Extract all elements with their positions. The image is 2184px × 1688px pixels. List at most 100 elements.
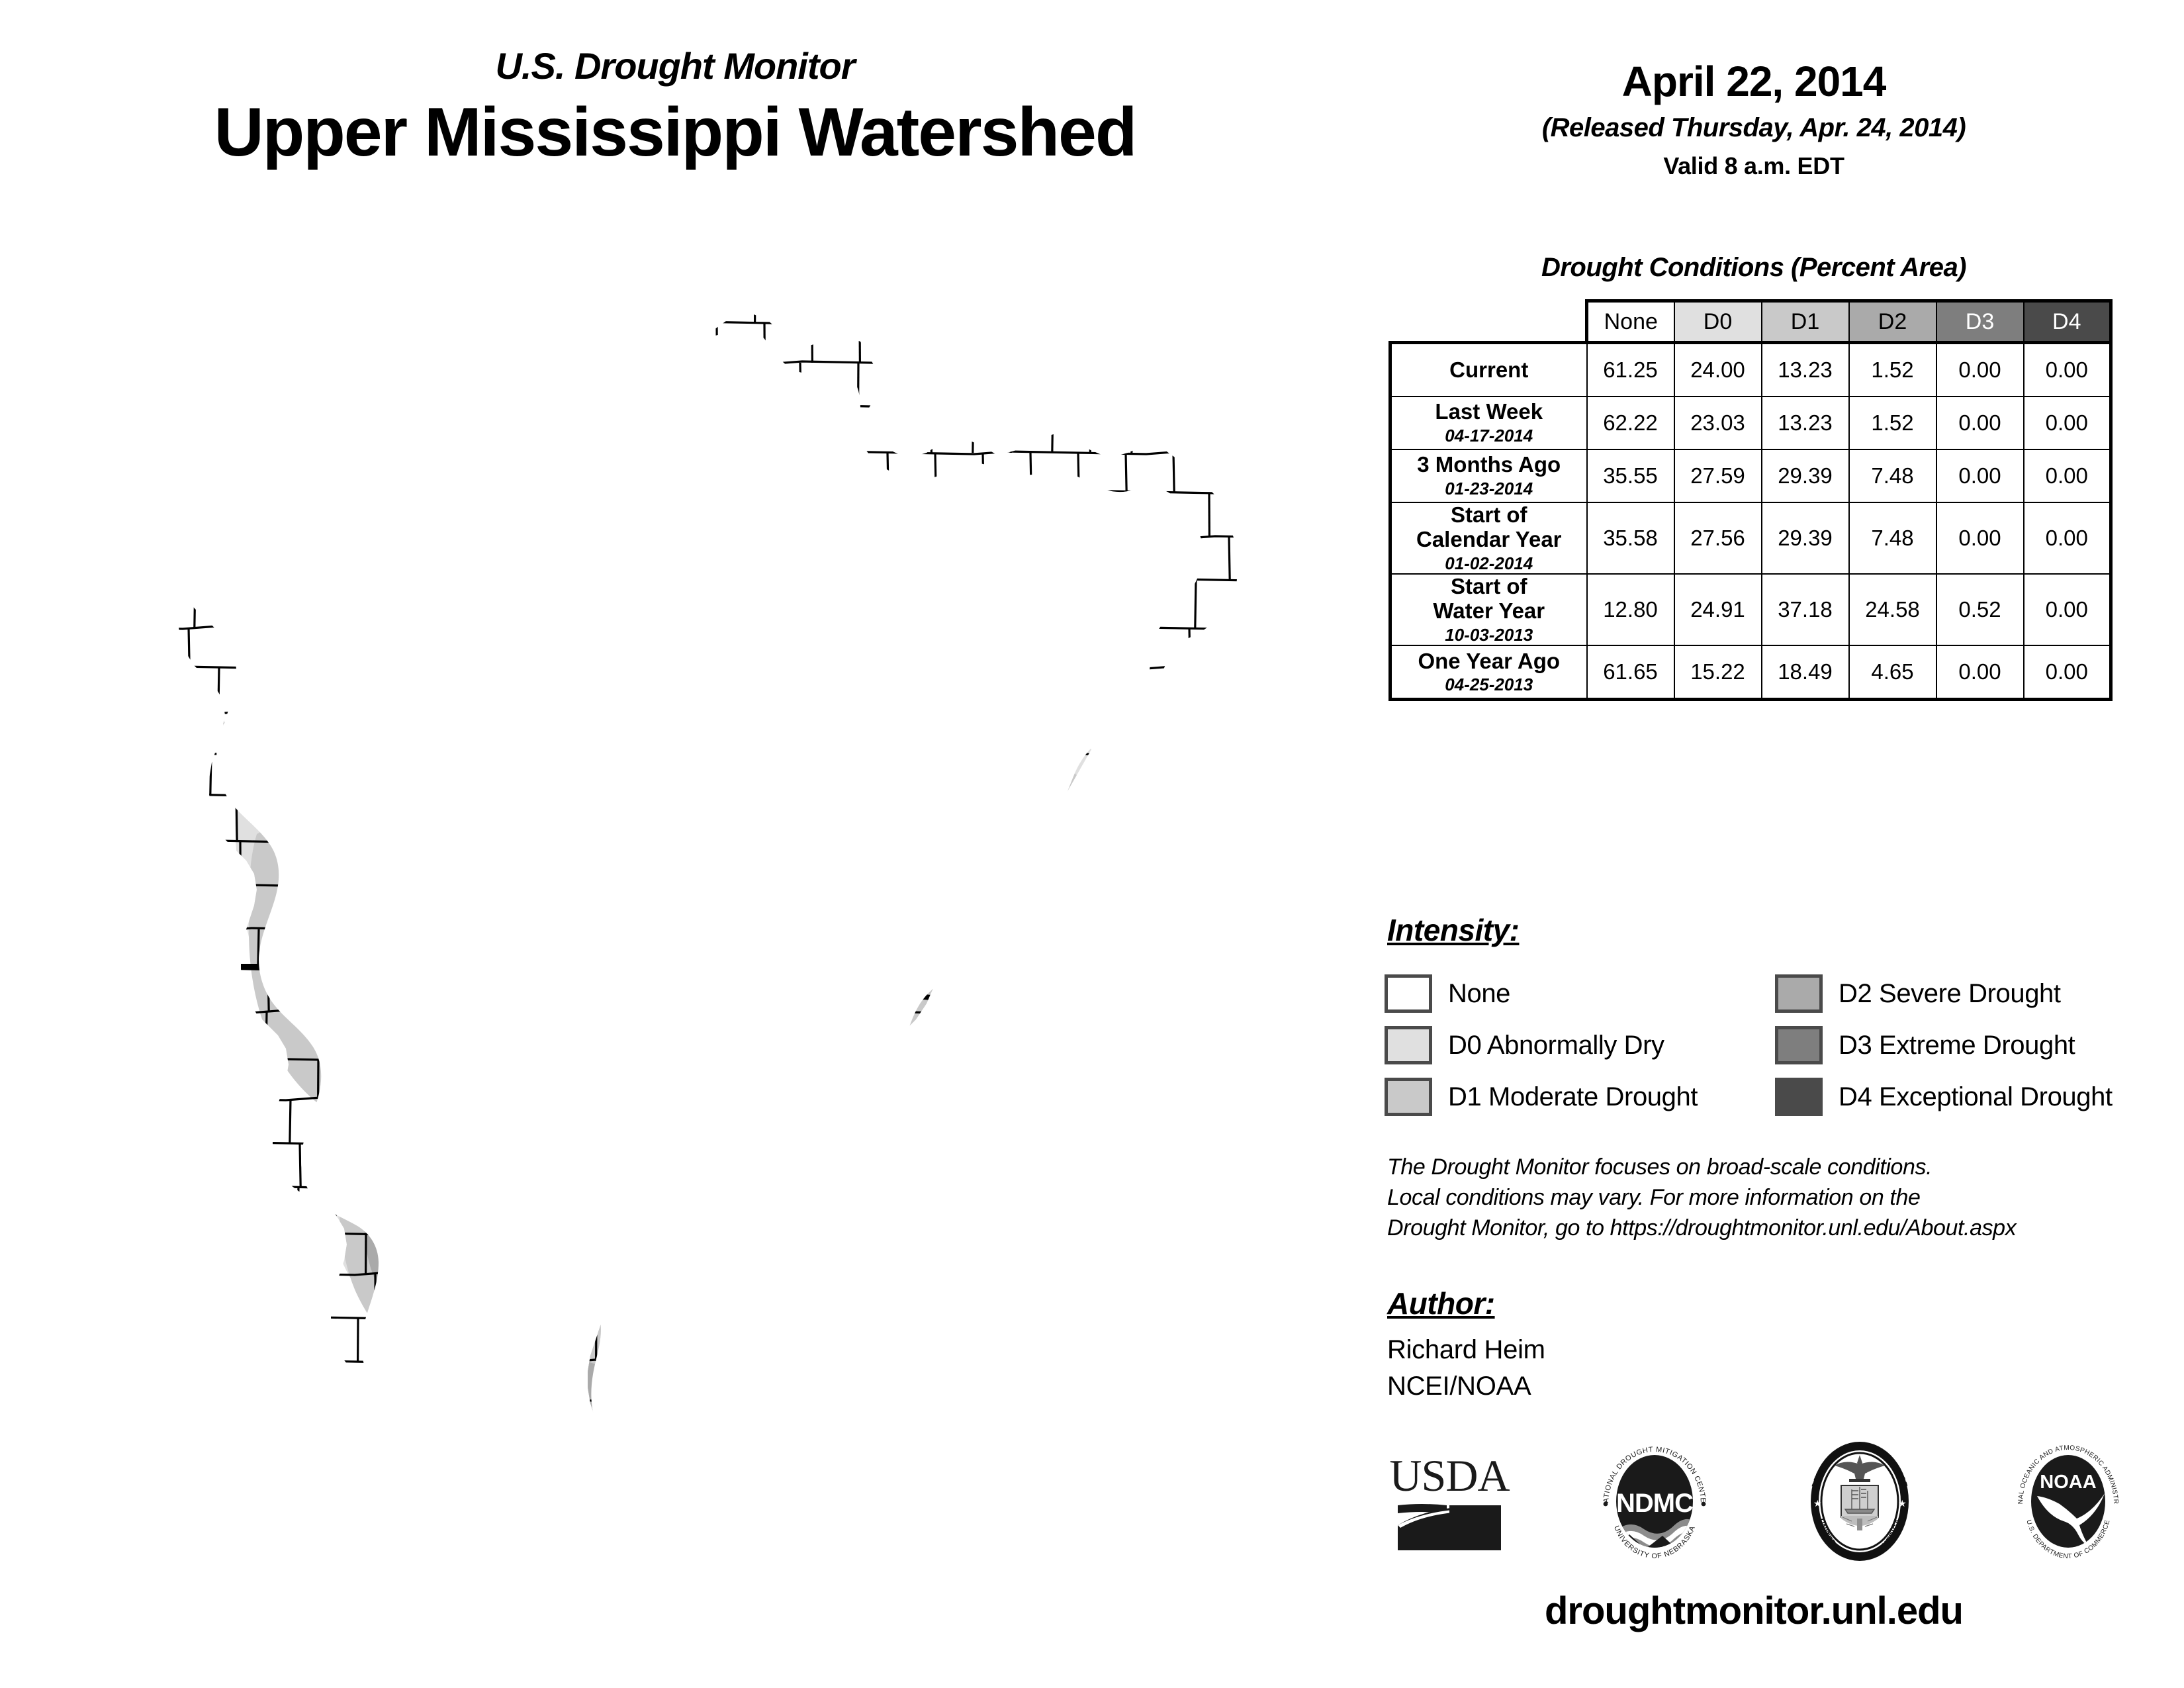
table-row-date: 01-02-2014 xyxy=(1445,553,1533,573)
table-caption: Drought Conditions (Percent Area) xyxy=(1541,253,1967,282)
table-body: Current 61.25 24.00 13.23 1.52 0.00 0.00 Last W… xyxy=(1388,341,2113,702)
legend-label: D1 Moderate Drought xyxy=(1448,1082,1698,1111)
table-cell-d1: 29.39 xyxy=(1760,501,1850,575)
legend-item: D1 Moderate Drought xyxy=(1385,1078,1775,1116)
author-name: Richard Heim xyxy=(1387,1335,1545,1364)
legend-label: D0 Abnormally Dry xyxy=(1448,1030,1664,1060)
legend-swatch xyxy=(1775,1026,1823,1064)
svg-text:★: ★ xyxy=(1898,1498,1907,1509)
table-cell-d3: 0.00 xyxy=(1935,396,2025,450)
disclaimer-line: The Drought Monitor focuses on broad-sca… xyxy=(1387,1154,1933,1180)
usda-logo: USDA xyxy=(1383,1442,1516,1564)
disclaimer-line: Drought Monitor, go to https://droughtmo… xyxy=(1387,1215,2017,1241)
table-cell-d2: 7.48 xyxy=(1848,449,1937,503)
table-col-header-d3: D3 xyxy=(1935,299,2025,344)
table-row-date: 01-23-2014 xyxy=(1445,479,1533,499)
table-cell-d2: 24.58 xyxy=(1848,573,1937,647)
table-cell-d3: 0.00 xyxy=(1935,501,2025,575)
intensity-legend: None D2 Severe Drought D0 Abnormally Dry D3… xyxy=(1385,968,2152,1123)
legend-label: D2 Severe Drought xyxy=(1839,978,2061,1008)
legend-swatch xyxy=(1385,1026,1432,1064)
author-affiliation: NCEI/NOAA xyxy=(1387,1372,1531,1401)
table-row-label: Current xyxy=(1388,341,1588,397)
logo-row: USDA NDMC xyxy=(1383,1429,2138,1575)
table-cell-none: 35.55 xyxy=(1586,449,1675,503)
legend-label: D3 Extreme Drought xyxy=(1839,1030,2075,1060)
table-cell-d4: 0.00 xyxy=(2023,573,2113,647)
legend-label: D4 Exceptional Drought xyxy=(1839,1082,2113,1111)
table-row-date: 04-25-2013 xyxy=(1445,675,1533,695)
legend-item: D4 Exceptional Drought xyxy=(1775,1078,2152,1116)
watershed-outline xyxy=(175,289,1203,1467)
table-col-header-d4: D4 xyxy=(2023,299,2113,344)
drought-conditions-table: None D0 D1 D2 D3 D4 Current 61.25 24.00 13.23 1.5… xyxy=(1388,299,2113,702)
table-cell-d4: 0.00 xyxy=(2023,396,2113,450)
table-row: Last Week 04-17-2014 62.22 23.03 13.23 1.52 0.… xyxy=(1388,396,2113,450)
table-cell-d0: 15.22 xyxy=(1673,645,1762,702)
table-col-header-none: None xyxy=(1585,299,1675,344)
legend-swatch xyxy=(1775,974,1823,1013)
table-cell-d0: 23.03 xyxy=(1673,396,1762,450)
table-col-header-d0: D0 xyxy=(1673,299,1762,344)
table-row-label: Start of Water Year 10-03-2013 xyxy=(1388,573,1588,647)
footer-url: droughtmonitor.unl.edu xyxy=(1544,1589,1964,1632)
date-block: April 22, 2014 (Released Thursday, Apr. … xyxy=(1357,58,2151,180)
table-row: Start of Calendar Year 01-02-2014 35.58 27.5… xyxy=(1388,501,2113,575)
table-row-date: 04-17-2014 xyxy=(1445,426,1533,446)
release-date: (Released Thursday, Apr. 24, 2014) xyxy=(1541,113,1966,143)
table-row-label: One Year Ago 04-25-2013 xyxy=(1388,645,1588,702)
table-cell-d3: 0.00 xyxy=(1935,449,2025,503)
table-row-label: Last Week 04-17-2014 xyxy=(1388,396,1588,450)
table-row-date: 10-03-2013 xyxy=(1445,624,1533,645)
table-header-row: None D0 D1 D2 D3 D4 xyxy=(1390,299,2113,344)
legend-item: D2 Severe Drought xyxy=(1775,974,2152,1013)
table-corner-cell xyxy=(1390,301,1587,343)
page-subtitle: U.S. Drought Monitor xyxy=(495,45,855,87)
legend-swatch xyxy=(1775,1078,1823,1116)
table-cell-d3: 0.00 xyxy=(1935,341,2025,397)
valid-date: April 22, 2014 xyxy=(1621,58,1887,105)
table-cell-d0: 24.91 xyxy=(1673,573,1762,647)
table-cell-d1: 37.18 xyxy=(1760,573,1850,647)
table-cell-d3: 0.00 xyxy=(1935,645,2025,702)
watershed-map xyxy=(79,278,1284,1622)
valid-time: Valid 8 a.m. EDT xyxy=(1663,152,1844,180)
author-heading: Author: xyxy=(1387,1286,1495,1321)
disclaimer-line: Local conditions may vary. For more info… xyxy=(1387,1185,1921,1211)
svg-text:USDA: USDA xyxy=(1389,1450,1510,1501)
table-cell-d1: 13.23 xyxy=(1760,396,1850,450)
noaa-logo: NOAA NATIONAL OCEANIC AND ATMOSPHERIC AD… xyxy=(1996,1430,2138,1571)
table-row-label: 3 Months Ago 01-23-2014 xyxy=(1388,449,1588,503)
table-row: Current 61.25 24.00 13.23 1.52 0.00 0.00 xyxy=(1388,341,2113,397)
legend-swatch xyxy=(1385,974,1432,1013)
table-cell-d4: 0.00 xyxy=(2023,501,2113,575)
table-row: One Year Ago 04-25-2013 61.65 15.22 18.49 4.6… xyxy=(1388,645,2113,702)
table-cell-none: 35.58 xyxy=(1586,501,1675,575)
legend-item: D0 Abnormally Dry xyxy=(1385,1026,1775,1064)
ndmc-logo: NDMC NATIONAL DROUGHT MITIGATION CENTER … xyxy=(1586,1429,1721,1571)
table-cell-d0: 27.59 xyxy=(1673,449,1762,503)
doc-seal-logo: DEPARTMENT OF COMMERCE UNITED STATES OF … xyxy=(1794,1435,1926,1571)
table-cell-d2: 1.52 xyxy=(1848,341,1937,397)
svg-text:NDMC: NDMC xyxy=(1616,1489,1693,1518)
legend-item: D3 Extreme Drought xyxy=(1775,1026,2152,1064)
legend-label: None xyxy=(1448,978,1511,1008)
table-cell-d1: 18.49 xyxy=(1760,645,1850,702)
table-cell-d3: 0.52 xyxy=(1935,573,2025,647)
title-block: U.S. Drought Monitor Upper Mississippi W… xyxy=(0,45,1350,169)
legend-swatch xyxy=(1385,1078,1432,1116)
table-header: None D0 D1 D2 D3 D4 xyxy=(1390,299,2113,344)
table-cell-d2: 7.48 xyxy=(1848,501,1937,575)
table-cell-d1: 29.39 xyxy=(1760,449,1850,503)
table-cell-d4: 0.00 xyxy=(2023,341,2113,397)
svg-text:NOAA: NOAA xyxy=(2040,1472,2096,1493)
table-row-label: Start of Calendar Year 01-02-2014 xyxy=(1388,501,1588,575)
table-cell-d2: 4.65 xyxy=(1848,645,1937,702)
svg-text:★: ★ xyxy=(1813,1498,1822,1509)
table-cell-d2: 1.52 xyxy=(1848,396,1937,450)
table-cell-d0: 27.56 xyxy=(1673,501,1762,575)
table-cell-none: 62.22 xyxy=(1586,396,1675,450)
table-cell-d1: 13.23 xyxy=(1760,341,1850,397)
table-col-header-d2: D2 xyxy=(1848,299,1937,344)
table-row: Start of Water Year 10-03-2013 12.80 24.91 37… xyxy=(1388,573,2113,647)
